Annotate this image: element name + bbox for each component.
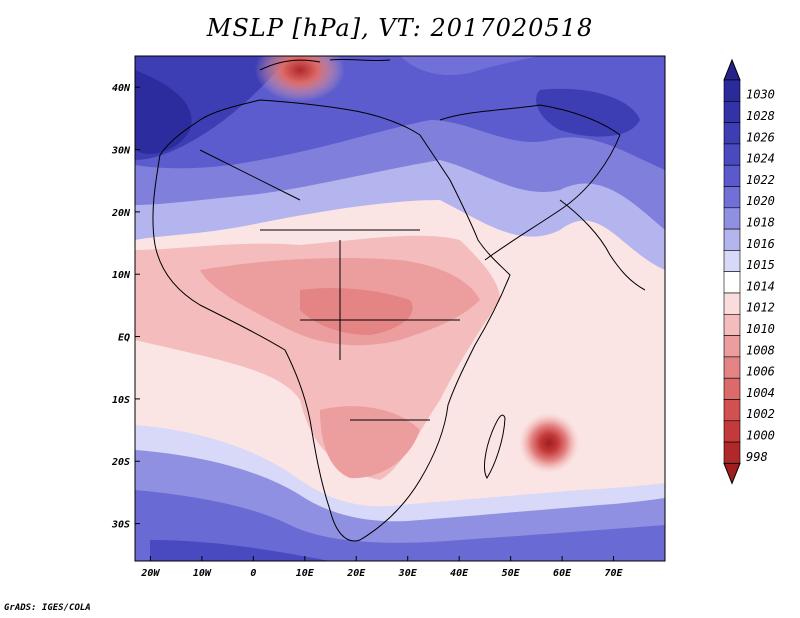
colorbar-label: 998 bbox=[746, 450, 768, 464]
colorbar-label: 1030 bbox=[746, 88, 775, 102]
colorbar-swatch bbox=[723, 250, 741, 272]
lat-tick-label: 10N bbox=[112, 270, 131, 281]
lat-tick-label: 30N bbox=[111, 146, 131, 157]
colorbar-label: 1012 bbox=[746, 301, 775, 315]
lat-tick-label: 30S bbox=[111, 520, 130, 531]
lat-tick-label: 40N bbox=[112, 83, 131, 94]
lon-tick-label: 70E bbox=[605, 568, 624, 579]
lat-tick-label: 20N bbox=[111, 208, 131, 219]
lat-tick-label: EQ bbox=[118, 333, 130, 344]
colorbar-label: 1016 bbox=[746, 237, 775, 251]
lon-tick-label: 30E bbox=[398, 568, 418, 579]
colorbar-label: 1022 bbox=[746, 173, 775, 187]
colorbar-label: 1002 bbox=[746, 407, 775, 421]
map-title: MSLP [hPa], VT: 2017020518 bbox=[206, 14, 594, 42]
colorbar-swatch bbox=[723, 122, 741, 145]
colorbar-swatch bbox=[723, 420, 741, 443]
colorbar-swatch bbox=[723, 271, 741, 294]
colorbar: 1030 1028 1026 1024 1022 1020 1018 1016 1015 1014… bbox=[723, 58, 775, 485]
plot-frame bbox=[134, 55, 666, 562]
colorbar-swatch bbox=[723, 101, 741, 123]
lat-tick-label: 20S bbox=[111, 457, 130, 468]
lon-tick-label: 20W bbox=[140, 568, 160, 579]
colorbar-swatch bbox=[723, 143, 741, 166]
lon-tick-label: 60E bbox=[553, 568, 572, 579]
colorbar-label: 1020 bbox=[746, 194, 775, 208]
colorbar-label: 1028 bbox=[746, 109, 775, 123]
colorbar-swatch bbox=[723, 335, 741, 358]
lon-tick-label: 40E bbox=[450, 568, 469, 579]
colorbar-swatch bbox=[723, 228, 741, 251]
colorbar-swatch bbox=[723, 207, 741, 230]
longitude-axis: 20W 10W 0 10E 20E 30E 40E 50E 60E 70E bbox=[140, 556, 624, 579]
lon-tick-label: 10E bbox=[296, 568, 315, 579]
colorbar-swatch bbox=[723, 356, 741, 379]
colorbar-label: 1006 bbox=[746, 365, 775, 379]
lon-tick-label: 50E bbox=[502, 568, 521, 579]
latitude-axis: 40N 30N 20N 10N EQ 10S 20S 30S bbox=[111, 83, 140, 531]
colorbar-swatch bbox=[723, 79, 741, 102]
colorbar-top-arrow bbox=[723, 58, 741, 81]
colorbar-swatch bbox=[723, 399, 741, 422]
colorbar-bottom-arrow bbox=[723, 462, 741, 485]
colorbar-label: 1010 bbox=[746, 322, 775, 336]
colorbar-swatch bbox=[723, 377, 741, 400]
colorbar-label: 1026 bbox=[746, 130, 775, 144]
colorbar-swatch bbox=[723, 164, 741, 187]
colorbar-label: 1000 bbox=[746, 428, 775, 442]
lat-tick-label: 10S bbox=[112, 395, 130, 406]
colorbar-label: 1024 bbox=[746, 152, 775, 166]
colorbar-label: 1014 bbox=[746, 279, 775, 293]
credit-label: GrADS: IGES/COLA bbox=[4, 603, 91, 613]
colorbar-swatch bbox=[723, 292, 741, 315]
colorbar-swatch bbox=[723, 313, 741, 336]
colorbar-swatch bbox=[723, 441, 741, 464]
colorbar-swatch bbox=[723, 186, 741, 209]
colorbar-label: 1008 bbox=[746, 343, 775, 357]
pressure-field bbox=[135, 56, 665, 561]
lon-tick-label: 10W bbox=[193, 568, 212, 579]
colorbar-label: 1004 bbox=[746, 386, 775, 400]
lon-tick-label: 0 bbox=[250, 568, 256, 579]
coastlines bbox=[152, 58, 646, 542]
colorbar-label: 1015 bbox=[746, 258, 775, 272]
colorbar-label: 1018 bbox=[746, 215, 775, 229]
lon-tick-label: 20E bbox=[346, 568, 366, 579]
